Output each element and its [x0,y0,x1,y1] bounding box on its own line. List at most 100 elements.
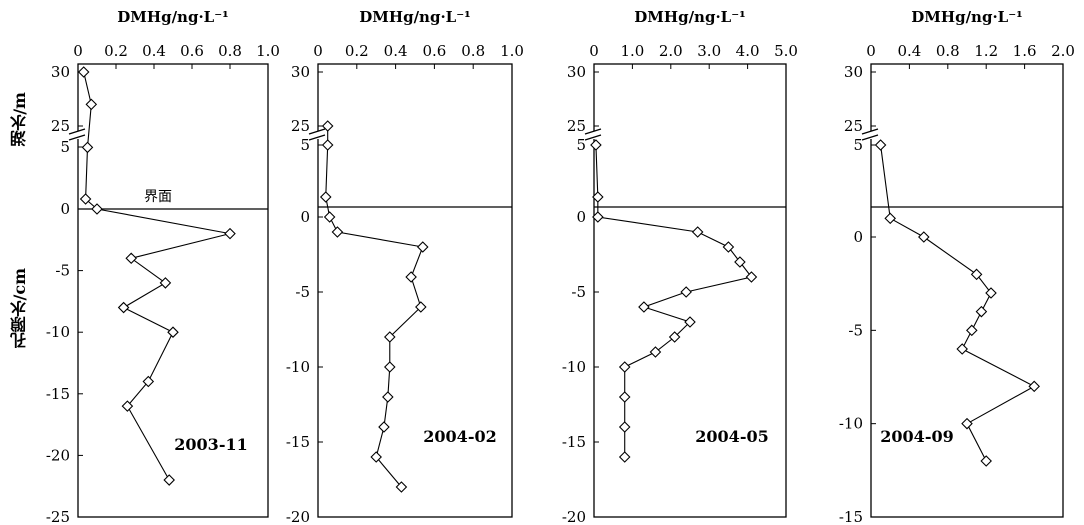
data-point-marker [224,227,236,240]
pore-y-tick-label: -20 [286,508,310,525]
x-tick-label: 0.8 [936,42,960,60]
data-point-marker [980,455,992,467]
data-point-marker [918,231,930,243]
x-tick-label: 0.6 [180,42,204,60]
panel-2003-11: 0 0.2 0.4 0.6 0.8 1.0 DMHg/ng·L⁻¹ 30 25 5 0 -5 -10 -1… [46,8,280,525]
axis-break-mark [68,128,86,135]
pore-y-tick-label: -10 [562,358,586,376]
pore-y-tick-label: -10 [286,358,310,376]
pore-y-tick-label: -15 [286,433,310,451]
axis-break-mark [308,134,326,141]
data-point-marker [734,256,746,268]
plot-frame [593,63,787,518]
data-point-marker [618,391,631,403]
data-point-marker [382,391,394,403]
profile-line [595,144,753,457]
axis-break-gap [312,131,324,139]
pore-y-tick-label: 0 [300,208,310,226]
data-point-marker [91,203,103,215]
data-point-marker [321,120,334,132]
profile-line [83,71,231,481]
pore-y-tick-label: -15 [562,433,586,451]
x-tick-label: 1.0 [256,42,280,60]
x-tick-label: 0.4 [384,42,408,60]
pore-y-tick-label: -20 [46,446,70,464]
x-tick-label: 1.0 [500,42,524,60]
data-point-marker [638,301,650,313]
data-point-marker [384,361,396,373]
panel-2004-09: 0 0.4 0.8 1.2 1.6 2.0 DMHg/ng·L⁻¹ 30 255 0 -5 -10 -1… [839,8,1075,525]
data-point-marker [592,191,604,203]
pore-y-tick-label: 0 [60,200,70,218]
lake-y-tick-label: 5 [60,138,70,156]
plot-frame [77,63,269,518]
data-point-marker [684,316,696,328]
data-point-marker [416,241,429,253]
x-tick-label: 0.8 [461,42,485,60]
data-point-marker [81,141,94,154]
panel-date-label: 2004-02 [423,427,496,446]
data-point-marker [405,271,417,283]
data-point-marker [618,421,631,433]
data-point-marker [668,331,681,343]
x-axis-title: DMHg/ng·L⁻¹ [359,8,470,26]
x-tick-label: 0 [313,42,323,60]
x-axis-title: DMHg/ng·L⁻¹ [117,8,228,26]
x-tick-label: 2.0 [659,42,683,60]
profile-line [325,126,424,488]
data-point-marker [415,301,427,313]
x-tick-label: 0 [866,42,876,60]
lake-y-tick-label: 25 [51,117,70,135]
profile-line [880,144,1036,462]
data-point-marker [331,226,344,238]
lake-y-tick-label: 25 [291,117,310,135]
pore-y-tick-label: -5 [571,283,586,301]
x-tick-label: 1.2 [974,42,998,60]
data-point-marker [79,193,92,205]
x-tick-label: 0.4 [142,42,166,60]
data-point-marker [961,417,973,430]
data-point-marker [384,331,396,343]
x-tick-label: 1.6 [1013,42,1037,60]
data-point-marker [370,451,382,463]
data-point-marker [77,66,90,78]
data-point-marker [85,98,98,111]
data-point-marker [142,375,155,388]
pore-water-axis-label: 孔隙水/cm [10,268,29,349]
data-point-marker [167,326,179,338]
pore-y-tick-label: -20 [562,508,586,525]
data-point-marker [956,343,968,355]
lake-y-tick-label: 5 [853,136,863,154]
data-point-marker [691,226,704,238]
x-tick-label: 3.0 [697,42,721,60]
pore-y-tick-label: -15 [839,508,863,525]
axis-break-mark [308,128,326,135]
x-tick-label: 0.2 [104,42,128,60]
pore-y-tick-label: 0 [853,228,863,246]
x-tick-label: 1.0 [620,42,644,60]
data-point-marker [680,286,692,298]
data-point-marker [121,400,134,412]
x-axis-title: DMHg/ng·L⁻¹ [911,8,1022,26]
x-tick-label: 4.0 [736,42,760,60]
data-point-marker [874,139,887,151]
pore-y-tick-label: -5 [848,321,863,339]
lake-y-tick-label: 30 [844,63,863,81]
x-tick-label: 5.0 [774,42,798,60]
data-point-marker [985,287,997,299]
data-point-marker [975,305,988,318]
data-point-marker [592,211,604,223]
data-point-marker [159,277,172,289]
data-point-marker [618,361,631,373]
axis-break-gap [72,131,84,139]
panel-2004-05: 0 1.0 2.0 3.0 4.0 5.0 DMHg/ng·L⁻¹ 30 255 0 -5 -10 -1… [562,8,798,525]
pore-y-tick-label: -15 [46,385,70,403]
x-tick-label: 0.8 [218,42,242,60]
data-point-marker [649,346,662,358]
panel-date-label: 2004-05 [695,427,768,446]
axis-break-mark [68,134,86,141]
lake-y-tick-label: 5 [576,136,586,154]
data-point-marker [966,324,978,337]
x-tick-label: 2.0 [1051,42,1075,60]
data-point-marker [323,211,336,223]
